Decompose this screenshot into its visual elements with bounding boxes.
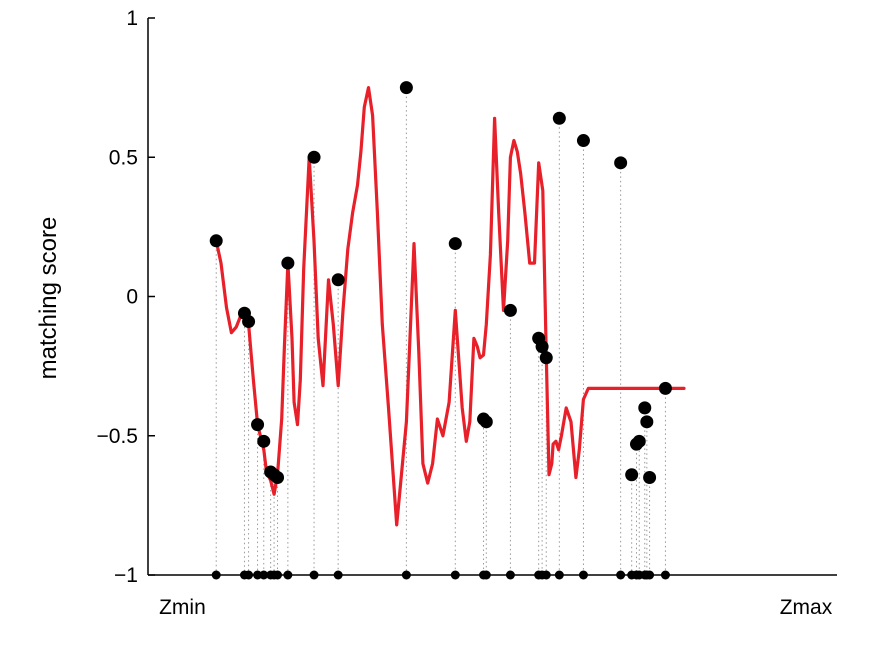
axis-marker (554, 570, 564, 580)
axis-marker (450, 570, 460, 580)
axis-markers (211, 570, 670, 580)
axis-marker (645, 570, 655, 580)
axis-marker (481, 570, 491, 580)
data-point (640, 415, 654, 429)
data-point (632, 434, 646, 448)
axis-marker (211, 570, 221, 580)
axis-marker (578, 570, 588, 580)
score-curve (214, 86, 686, 527)
y-axis-label: matching score (35, 217, 62, 380)
axis-marker (309, 570, 319, 580)
data-point (448, 237, 462, 251)
data-point (399, 81, 413, 95)
data-point (209, 234, 223, 248)
data-point (539, 351, 553, 365)
axis-marker (401, 570, 411, 580)
axis-marker (616, 570, 626, 580)
data-point (576, 134, 590, 148)
axis-marker (333, 570, 343, 580)
x-ticks: Zmin Zmax (159, 596, 833, 619)
data-point (614, 156, 628, 170)
axis-marker (505, 570, 515, 580)
data-point (638, 401, 652, 415)
data-point (479, 415, 493, 429)
data-point (271, 471, 285, 485)
axis-marker (259, 570, 269, 580)
data-point (503, 303, 517, 317)
y-tick-label: 0 (126, 286, 138, 309)
data-point (331, 273, 345, 287)
data-point (251, 418, 265, 432)
data-point (552, 111, 566, 125)
data-point (625, 468, 639, 482)
x-tick-label: Zmax (780, 596, 833, 619)
axis-marker (253, 570, 263, 580)
data-points (209, 81, 672, 485)
x-tick-label: Zmin (159, 596, 206, 619)
axis-marker (541, 570, 551, 580)
data-point (535, 340, 549, 354)
axis-marker (283, 570, 293, 580)
y-tick-label: −1 (114, 564, 138, 587)
data-point (242, 315, 256, 329)
data-point (658, 381, 672, 395)
axis-marker (660, 570, 670, 580)
y-tick-label: −0.5 (97, 425, 138, 448)
y-tick-label: 1 (126, 7, 138, 30)
axis-marker (244, 570, 254, 580)
data-point (281, 256, 295, 270)
data-point (307, 150, 321, 164)
axis-marker (273, 570, 283, 580)
y-ticks: −1 −0.5 0 0.5 1 (97, 7, 155, 587)
data-point (257, 434, 271, 448)
data-point (643, 471, 657, 485)
stems-layer (215, 87, 666, 575)
y-tick-label: 0.5 (109, 146, 138, 169)
